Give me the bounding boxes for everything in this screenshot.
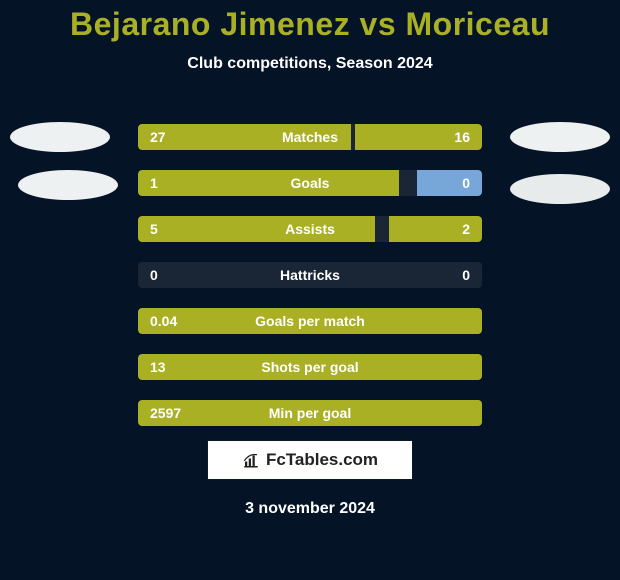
page-title: Bejarano Jimenez vs Moriceau bbox=[0, 0, 620, 43]
stat-value-left: 13 bbox=[150, 354, 166, 380]
watermark[interactable]: FcTables.com bbox=[207, 440, 413, 480]
stats-comparison: 27 16 Matches 1 0 Goals 5 2 Assists 0 0 Hattricks 0.… bbox=[138, 124, 482, 446]
stat-row: 2597 Min per goal bbox=[138, 400, 482, 426]
stat-label: Matches bbox=[282, 124, 338, 150]
player-right-avatar-2 bbox=[510, 174, 610, 204]
stat-value-right: 0 bbox=[462, 262, 470, 288]
stat-label: Shots per goal bbox=[261, 354, 358, 380]
stat-label: Goals per match bbox=[255, 308, 365, 334]
stat-value-left: 5 bbox=[150, 216, 158, 242]
stat-value-left: 27 bbox=[150, 124, 166, 150]
stat-bar-left bbox=[138, 170, 399, 196]
stat-row: 5 2 Assists bbox=[138, 216, 482, 242]
stat-value-right: 16 bbox=[454, 124, 470, 150]
player-right-avatar bbox=[510, 122, 610, 152]
stat-value-left: 2597 bbox=[150, 400, 181, 426]
bar-chart-icon bbox=[242, 451, 260, 469]
stat-value-left: 0 bbox=[150, 262, 158, 288]
stat-label: Hattricks bbox=[280, 262, 340, 288]
stat-row: 27 16 Matches bbox=[138, 124, 482, 150]
player-left-avatar bbox=[10, 122, 110, 152]
stat-bar-left bbox=[138, 216, 375, 242]
stat-label: Min per goal bbox=[269, 400, 351, 426]
stat-row: 13 Shots per goal bbox=[138, 354, 482, 380]
stat-row: 0.04 Goals per match bbox=[138, 308, 482, 334]
generated-date: 3 november 2024 bbox=[245, 500, 375, 518]
stat-row: 1 0 Goals bbox=[138, 170, 482, 196]
stat-value-right: 2 bbox=[462, 216, 470, 242]
stat-label: Assists bbox=[285, 216, 335, 242]
stat-label: Goals bbox=[291, 170, 330, 196]
stat-value-left: 0.04 bbox=[150, 308, 177, 334]
stat-value-right: 0 bbox=[462, 170, 470, 196]
watermark-text: FcTables.com bbox=[266, 450, 378, 470]
stat-row: 0 0 Hattricks bbox=[138, 262, 482, 288]
page-subtitle: Club competitions, Season 2024 bbox=[0, 55, 620, 73]
stat-value-left: 1 bbox=[150, 170, 158, 196]
player-left-avatar-2 bbox=[18, 170, 118, 200]
stat-bar-right bbox=[417, 170, 482, 196]
